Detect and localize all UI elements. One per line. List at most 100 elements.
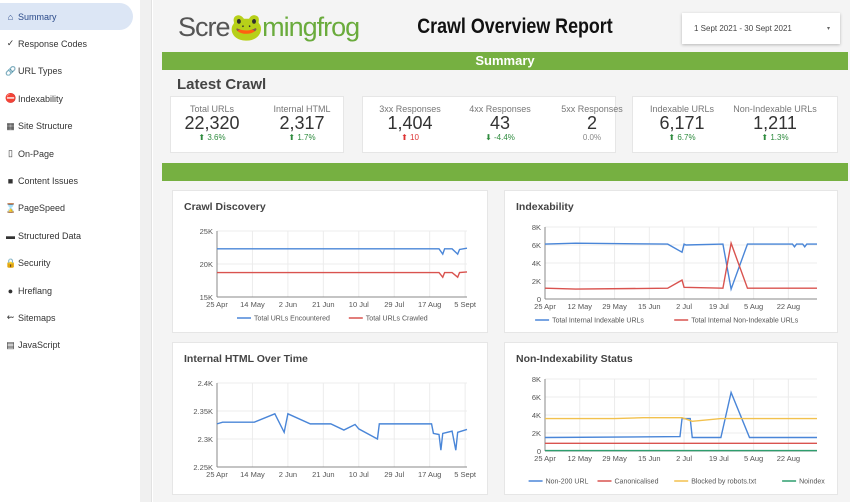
line-chart: 0 2K 4K 6K 8K 25 Apr 12 May 29 May 15 Jun 2 Jul 19… — [532, 223, 817, 325]
x-tick-label: 29 May — [602, 454, 627, 463]
kpi-3xx-responses: 3xx Responses 1,404 ⬆ 10 — [365, 104, 455, 142]
sidebar-item-label: JavaScript — [18, 340, 61, 351]
sidebar-item-label: Content Issues — [18, 175, 79, 186]
structure-icon: ▦ — [6, 120, 15, 131]
kpi-label: Indexable URLs — [649, 104, 715, 114]
screaming-frog-logo: Scre🐸mingfrog — [178, 11, 360, 43]
legend-label: Total Internal Indexable URLs — [552, 318, 644, 325]
series-line-0 — [544, 390, 817, 439]
kpi-delta: 0.0% — [582, 133, 602, 142]
kpi-internal-html: Internal HTML 2,317 ⬆ 1.7% — [257, 104, 347, 142]
sidebar-item-label: URL Types — [18, 66, 63, 77]
sidebar-item-content-issues[interactable]: ■ Content Issues — [0, 167, 133, 194]
sidebar-item-structured-data[interactable]: ▬ Structured Data — [0, 222, 133, 249]
sidebar-item-security[interactable]: 🔒 Security — [0, 250, 133, 277]
x-tick-label: 25 Apr — [206, 300, 228, 309]
legend-label: Total URLs Crawled — [366, 316, 428, 323]
section-header-summary: Summary — [162, 52, 848, 70]
kpi-5xx-responses: 5xx Responses 2 0.0% — [547, 104, 637, 142]
sidebar-item-url-types[interactable]: 🔗 URL Types — [0, 58, 133, 85]
kpi-card-indexability — [632, 96, 838, 153]
book-icon: ■ — [7, 175, 14, 186]
y-tick-label: 2.3K — [198, 435, 213, 444]
series-line-0 — [544, 242, 817, 292]
series-line-0 — [217, 247, 468, 256]
kpi-delta: ⬆ 10 — [401, 133, 419, 142]
sidebar-item-response-codes[interactable]: ✓ Response Codes — [0, 30, 133, 57]
legend-label: Blocked by robots.txt — [691, 479, 756, 486]
frog-icon: 🐸 — [229, 12, 264, 42]
date-range-picker[interactable]: 1 Sept 2021 - 30 Sept 2021 ▾ — [682, 13, 840, 44]
sidebar-item-label: Sitemaps — [18, 312, 56, 323]
x-tick-label: 21 Jun — [312, 300, 335, 309]
no-entry-icon: ⛔ — [5, 93, 17, 104]
x-tick-label: 19 Jul — [709, 302, 729, 311]
x-tick-label: 14 May — [240, 300, 265, 309]
sidebar-item-label: Indexability — [18, 93, 64, 104]
kpi-value: 1,404 — [387, 113, 433, 133]
kpi-label: 4xx Responses — [469, 104, 531, 114]
kpi-4xx-responses: 4xx Responses 43 ⬇ -4.4% — [455, 104, 545, 142]
scroll-icon: ▤ — [6, 339, 15, 350]
sidebar-item-site-structure[interactable]: ▦ Site Structure — [0, 113, 133, 140]
x-tick-label: 25 Apr — [534, 454, 556, 463]
x-tick-label: 2 Jun — [279, 470, 297, 479]
chevron-down-icon: ▾ — [826, 26, 830, 32]
y-tick-label: 2.35K — [193, 407, 213, 416]
sidebar-item-javascript[interactable]: ▤ JavaScript — [0, 332, 133, 359]
map-icon: ⇜ — [6, 312, 15, 323]
x-tick-label: 25 Apr — [534, 302, 556, 311]
legend-label: Total URLs Encountered — [254, 316, 330, 323]
check-icon: ✓ — [6, 38, 15, 49]
kpi-label: 3xx Responses — [379, 104, 441, 114]
legend-label: Canonicalised — [615, 479, 659, 486]
kpi-delta: ⬆ 1.7% — [288, 133, 316, 142]
x-tick-label: 19 Jul — [709, 454, 729, 463]
sidebar-scrollbar[interactable] — [140, 0, 152, 502]
page-title: Crawl Overview Report — [417, 15, 613, 38]
kpi-card-urls — [170, 96, 344, 153]
home-icon: ⌂ — [7, 11, 14, 22]
chart-card-indexability: Indexability 0 2K 4K 6K 8K 25 Apr 12 May 29 May 1… — [504, 190, 838, 333]
kpi-value: 2 — [586, 113, 597, 133]
date-range-value: 1 Sept 2021 - 30 Sept 2021 — [694, 24, 792, 33]
chart-title: Internal HTML Over Time — [184, 353, 308, 365]
sidebar-item-summary[interactable]: ⌂ Summary — [0, 3, 133, 30]
y-tick-label: 0 — [537, 295, 541, 304]
x-tick-label: 17 Aug — [418, 470, 441, 479]
kpi-value: 1,211 — [753, 113, 797, 133]
y-tick-label: 2.4K — [198, 379, 213, 388]
kpi-value: 2,317 — [279, 113, 325, 133]
sidebar-item-label: Security — [18, 258, 51, 269]
x-tick-label: 12 May — [567, 454, 592, 463]
kpi-label: Non-Indexable URLs — [733, 104, 817, 114]
x-tick-label: 22 Aug — [777, 302, 800, 311]
page-icon: ▯ — [8, 148, 13, 158]
kpi-card-responses — [362, 96, 616, 153]
kpi-non-indexable-urls: Non-Indexable URLs 1,211 ⬆ 1.3% — [730, 104, 820, 142]
sidebar-item-on-page[interactable]: ▯ On-Page — [0, 140, 133, 167]
x-tick-label: 21 Jun — [312, 470, 335, 479]
sidebar-item-hreflang[interactable]: ● Hreflang — [0, 277, 133, 304]
x-tick-label: 12 May — [567, 302, 592, 311]
kpi-label: Internal HTML — [273, 104, 331, 114]
series-line-1 — [217, 271, 468, 279]
sidebar-item-pagespeed[interactable]: ⌛ PageSpeed — [0, 195, 133, 222]
sidebar-item-sitemaps[interactable]: ⇜ Sitemaps — [0, 304, 133, 331]
sidebar-item-label: Hreflang — [18, 285, 53, 296]
series-line-0 — [216, 412, 468, 451]
chart-title: Crawl Discovery — [184, 201, 266, 213]
sidebar-item-label: Summary — [18, 11, 57, 22]
sidebar-item-indexability[interactable]: ⛔ Indexability — [0, 85, 133, 112]
series-line-2 — [545, 416, 817, 423]
y-tick-label: 0 — [537, 447, 541, 456]
laptop-icon: ▬ — [6, 230, 15, 241]
kpi-delta: ⬆ 3.6% — [198, 133, 226, 142]
sidebar: ⌂ Summary ✓ Response Codes 🔗 URL Types ⛔ Indexa… — [0, 0, 140, 502]
latest-crawl-heading: Latest Crawl — [177, 76, 267, 93]
x-tick-label: 29 May — [602, 302, 627, 311]
link-icon: 🔗 — [5, 65, 17, 76]
kpi-value: 22,320 — [184, 113, 240, 133]
kpi-indexable-urls: Indexable URLs 6,171 ⬆ 6.7% — [637, 104, 727, 142]
y-tick-label: 8K — [532, 375, 541, 384]
